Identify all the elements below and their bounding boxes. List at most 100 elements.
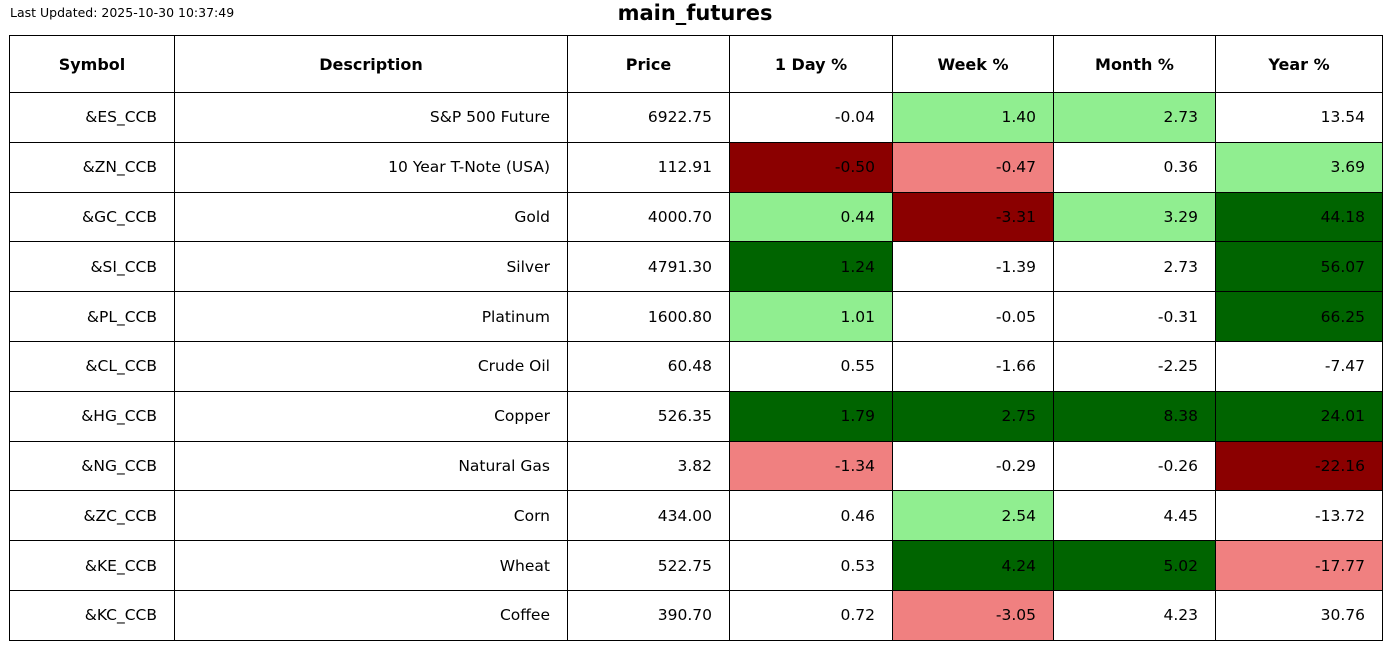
week-pct-cell: 4.24 bbox=[892, 540, 1054, 591]
description-cell: S&P 500 Future bbox=[174, 92, 568, 143]
year-pct-cell: 44.18 bbox=[1215, 191, 1383, 243]
year-pct-cell: 66.25 bbox=[1215, 291, 1383, 342]
symbol-cell: &ES_CCB bbox=[9, 92, 175, 143]
week-pct-cell: -0.47 bbox=[892, 141, 1054, 193]
page-title: main_futures bbox=[617, 1, 773, 25]
table-row: &KE_CCB Wheat 522.75 0.53 4.24 5.02 -17.77 bbox=[9, 540, 1383, 591]
year-pct-cell: 13.54 bbox=[1215, 92, 1383, 143]
description-cell: Coffee bbox=[174, 589, 568, 641]
column-header-year-pct: Year % bbox=[1215, 35, 1383, 93]
day-pct-cell: 1.01 bbox=[729, 291, 893, 342]
year-pct-cell: 24.01 bbox=[1215, 390, 1383, 442]
symbol-cell: &PL_CCB bbox=[9, 291, 175, 342]
description-cell: 10 Year T-Note (USA) bbox=[174, 141, 568, 193]
month-pct-cell: 2.73 bbox=[1053, 241, 1216, 293]
symbol-cell: &SI_CCB bbox=[9, 241, 175, 293]
symbol-cell: &HG_CCB bbox=[9, 390, 175, 442]
column-header-month-pct: Month % bbox=[1053, 35, 1216, 93]
week-pct-cell: 2.54 bbox=[892, 490, 1054, 542]
day-pct-cell: -0.04 bbox=[729, 92, 893, 143]
week-pct-cell: 2.75 bbox=[892, 390, 1054, 442]
month-pct-cell: -0.31 bbox=[1053, 291, 1216, 342]
description-cell: Corn bbox=[174, 490, 568, 542]
last-updated-label: Last Updated: 2025-10-30 10:37:49 bbox=[10, 5, 235, 20]
table-body: &ES_CCB S&P 500 Future 6922.75 -0.04 1.40 2.7… bbox=[9, 92, 1383, 641]
table-row: &GC_CCB Gold 4000.70 0.44 -3.31 3.29 44.18 bbox=[9, 191, 1383, 243]
week-pct-cell: -3.05 bbox=[892, 589, 1054, 641]
column-header-1day-pct: 1 Day % bbox=[729, 35, 893, 93]
price-cell: 4000.70 bbox=[567, 191, 730, 243]
symbol-cell: &ZN_CCB bbox=[9, 141, 175, 193]
month-pct-cell: 8.38 bbox=[1053, 390, 1216, 442]
column-header-symbol: Symbol bbox=[9, 35, 175, 93]
futures-table: Symbol Description Price 1 Day % Week % … bbox=[9, 35, 1383, 641]
month-pct-cell: 3.29 bbox=[1053, 191, 1216, 243]
table-row: &HG_CCB Copper 526.35 1.79 2.75 8.38 24.01 bbox=[9, 390, 1383, 442]
column-header-price: Price bbox=[567, 35, 730, 93]
description-cell: Natural Gas bbox=[174, 440, 568, 492]
price-cell: 3.82 bbox=[567, 440, 730, 492]
description-cell: Wheat bbox=[174, 540, 568, 591]
year-pct-cell: -17.77 bbox=[1215, 540, 1383, 591]
table-row: &ZN_CCB 10 Year T-Note (USA) 112.91 -0.50 -0… bbox=[9, 141, 1383, 193]
month-pct-cell: 4.23 bbox=[1053, 589, 1216, 641]
price-cell: 390.70 bbox=[567, 589, 730, 641]
day-pct-cell: 1.79 bbox=[729, 390, 893, 442]
week-pct-cell: 1.40 bbox=[892, 92, 1054, 143]
symbol-cell: &KE_CCB bbox=[9, 540, 175, 591]
price-cell: 434.00 bbox=[567, 490, 730, 542]
table-row: &KC_CCB Coffee 390.70 0.72 -3.05 4.23 30.76 bbox=[9, 589, 1383, 641]
table-row: &NG_CCB Natural Gas 3.82 -1.34 -0.29 -0.26 -22… bbox=[9, 440, 1383, 492]
table-row: &ES_CCB S&P 500 Future 6922.75 -0.04 1.40 2.7… bbox=[9, 92, 1383, 143]
description-cell: Gold bbox=[174, 191, 568, 243]
day-pct-cell: 0.55 bbox=[729, 340, 893, 392]
month-pct-cell: 2.73 bbox=[1053, 92, 1216, 143]
table-row: &CL_CCB Crude Oil 60.48 0.55 -1.66 -2.25 -7.47 bbox=[9, 340, 1383, 392]
day-pct-cell: 1.24 bbox=[729, 241, 893, 293]
year-pct-cell: -22.16 bbox=[1215, 440, 1383, 492]
week-pct-cell: -3.31 bbox=[892, 191, 1054, 243]
symbol-cell: &KC_CCB bbox=[9, 589, 175, 641]
table-row: &ZC_CCB Corn 434.00 0.46 2.54 4.45 -13.72 bbox=[9, 490, 1383, 542]
week-pct-cell: -0.05 bbox=[892, 291, 1054, 342]
week-pct-cell: -1.66 bbox=[892, 340, 1054, 392]
price-cell: 522.75 bbox=[567, 540, 730, 591]
description-cell: Crude Oil bbox=[174, 340, 568, 392]
year-pct-cell: 56.07 bbox=[1215, 241, 1383, 293]
week-pct-cell: -0.29 bbox=[892, 440, 1054, 492]
month-pct-cell: 4.45 bbox=[1053, 490, 1216, 542]
price-cell: 4791.30 bbox=[567, 241, 730, 293]
day-pct-cell: -0.50 bbox=[729, 141, 893, 193]
table-row: &SI_CCB Silver 4791.30 1.24 -1.39 2.73 56.07 bbox=[9, 241, 1383, 293]
month-pct-cell: -2.25 bbox=[1053, 340, 1216, 392]
day-pct-cell: 0.44 bbox=[729, 191, 893, 243]
week-pct-cell: -1.39 bbox=[892, 241, 1054, 293]
table-row: &PL_CCB Platinum 1600.80 1.01 -0.05 -0.31 66.2… bbox=[9, 291, 1383, 342]
symbol-cell: &ZC_CCB bbox=[9, 490, 175, 542]
day-pct-cell: 0.53 bbox=[729, 540, 893, 591]
column-header-week-pct: Week % bbox=[892, 35, 1054, 93]
day-pct-cell: -1.34 bbox=[729, 440, 893, 492]
year-pct-cell: 30.76 bbox=[1215, 589, 1383, 641]
symbol-cell: &NG_CCB bbox=[9, 440, 175, 492]
price-cell: 526.35 bbox=[567, 390, 730, 442]
year-pct-cell: -7.47 bbox=[1215, 340, 1383, 392]
price-cell: 1600.80 bbox=[567, 291, 730, 342]
month-pct-cell: -0.26 bbox=[1053, 440, 1216, 492]
description-cell: Copper bbox=[174, 390, 568, 442]
year-pct-cell: 3.69 bbox=[1215, 141, 1383, 193]
table-header-row: Symbol Description Price 1 Day % Week % … bbox=[9, 35, 1383, 93]
description-cell: Platinum bbox=[174, 291, 568, 342]
symbol-cell: &GC_CCB bbox=[9, 191, 175, 243]
day-pct-cell: 0.72 bbox=[729, 589, 893, 641]
price-cell: 60.48 bbox=[567, 340, 730, 392]
description-cell: Silver bbox=[174, 241, 568, 293]
month-pct-cell: 0.36 bbox=[1053, 141, 1216, 193]
column-header-description: Description bbox=[174, 35, 568, 93]
price-cell: 6922.75 bbox=[567, 92, 730, 143]
month-pct-cell: 5.02 bbox=[1053, 540, 1216, 591]
price-cell: 112.91 bbox=[567, 141, 730, 193]
symbol-cell: &CL_CCB bbox=[9, 340, 175, 392]
year-pct-cell: -13.72 bbox=[1215, 490, 1383, 542]
day-pct-cell: 0.46 bbox=[729, 490, 893, 542]
